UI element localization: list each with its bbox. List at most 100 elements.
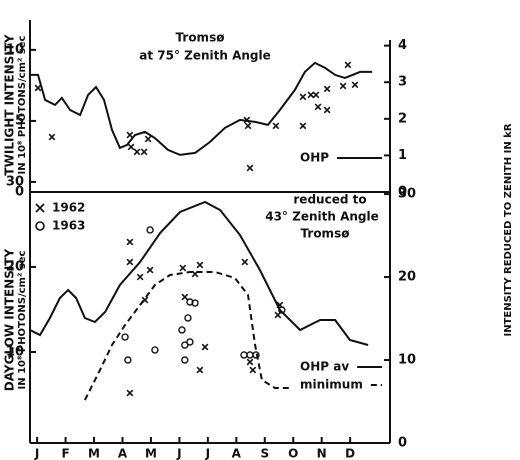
annotation: reduced to xyxy=(293,193,366,207)
y-tick-label: 20 xyxy=(6,259,24,274)
y-tick-label: 10 xyxy=(6,42,24,57)
y2-tick-label: 30 xyxy=(398,187,416,202)
legend-label: minimum xyxy=(300,378,363,392)
point xyxy=(252,351,260,359)
y2-tick-label: 1 xyxy=(398,148,407,163)
legend-symbol xyxy=(35,221,45,231)
point xyxy=(344,61,352,69)
point xyxy=(249,366,257,374)
y-tick-label: 10 xyxy=(6,345,24,360)
x-tick-label: S xyxy=(260,447,269,460)
y-tick-label: 0 xyxy=(15,185,24,200)
point xyxy=(299,122,307,130)
point xyxy=(191,299,199,307)
point xyxy=(312,91,320,99)
y2-tick-label: 0 xyxy=(398,436,407,451)
point xyxy=(144,135,152,143)
point xyxy=(181,356,189,364)
point xyxy=(184,314,192,322)
y2-tick-label: 20 xyxy=(398,270,416,285)
point xyxy=(186,338,194,346)
point xyxy=(201,343,209,351)
point xyxy=(243,116,251,124)
x-tick-label: O xyxy=(288,447,298,460)
x-tick-label: A xyxy=(232,447,242,460)
point xyxy=(196,366,204,374)
x-tick-label: F xyxy=(61,447,69,460)
point xyxy=(351,81,359,89)
annotation: Tromsø xyxy=(176,31,225,45)
x-tick-label: J xyxy=(176,447,181,460)
point xyxy=(323,85,331,93)
point xyxy=(339,82,347,90)
point xyxy=(48,133,56,141)
point xyxy=(196,261,204,269)
point xyxy=(240,351,248,359)
point xyxy=(244,122,252,130)
x-tick-label: M xyxy=(145,447,157,460)
point xyxy=(126,131,134,139)
legend-label: 1963 xyxy=(52,219,85,233)
point xyxy=(246,358,254,366)
point xyxy=(146,266,154,274)
legend-symbol xyxy=(35,203,45,213)
point xyxy=(136,273,144,281)
y2-tick-label: 3 xyxy=(398,75,407,90)
point xyxy=(124,356,132,364)
point xyxy=(126,238,134,246)
point xyxy=(133,148,141,156)
point xyxy=(191,270,199,278)
x-tick-label: A xyxy=(118,447,128,460)
point xyxy=(126,258,134,266)
x-tick-label: J xyxy=(34,447,39,460)
line xyxy=(29,200,369,346)
annotation: 43° Zenith Angle xyxy=(265,210,379,224)
y-axis-label: IN 10⁸ PHOTONS/cm² sec xyxy=(17,35,28,174)
point xyxy=(146,226,154,234)
point xyxy=(299,93,307,101)
point xyxy=(278,306,286,314)
point xyxy=(246,164,254,172)
point xyxy=(181,341,189,349)
x-tick-label: D xyxy=(345,447,355,460)
x-tick-label: N xyxy=(317,447,327,460)
point xyxy=(141,296,149,304)
y-axis-label: DAYGLOW INTENSITY xyxy=(3,248,17,391)
line xyxy=(30,61,373,156)
legend-label: 1962 xyxy=(52,201,85,215)
y-axis-label: TWILIGHT INTENSITY xyxy=(3,34,17,175)
annotation: at 75° Zenith Angle xyxy=(139,49,271,63)
point xyxy=(314,103,322,111)
point xyxy=(140,148,148,156)
point xyxy=(274,311,282,319)
x-tick-label: J xyxy=(205,447,210,460)
point xyxy=(127,143,135,151)
point xyxy=(179,264,187,272)
y2-axis-label: INTENSITY REDUCED TO ZENITH IN kR xyxy=(503,123,514,336)
legend-label: OHP av xyxy=(300,360,349,374)
y2-tick-label: 0 xyxy=(398,185,407,200)
point xyxy=(151,346,159,354)
y-tick-label: 30 xyxy=(6,174,24,189)
point xyxy=(121,333,129,341)
point xyxy=(307,91,315,99)
point xyxy=(186,298,194,306)
point xyxy=(126,389,134,397)
y2-tick-label: 2 xyxy=(398,111,407,126)
x-tick-label: M xyxy=(88,447,100,460)
y-tick-label: 5 xyxy=(15,113,24,128)
y2-tick-label: 4 xyxy=(398,38,407,53)
line xyxy=(84,271,291,401)
point xyxy=(246,351,254,359)
point xyxy=(272,122,280,130)
point xyxy=(241,258,249,266)
legend-label: OHP xyxy=(300,151,329,165)
point xyxy=(181,293,189,301)
point xyxy=(323,106,331,114)
y2-tick-label: 10 xyxy=(398,353,416,368)
y-axis-label: IN 10⁸ PHOTONS/cm² sec xyxy=(17,250,28,389)
annotation: Tromsø xyxy=(301,227,350,241)
point xyxy=(34,84,42,92)
point xyxy=(178,326,186,334)
